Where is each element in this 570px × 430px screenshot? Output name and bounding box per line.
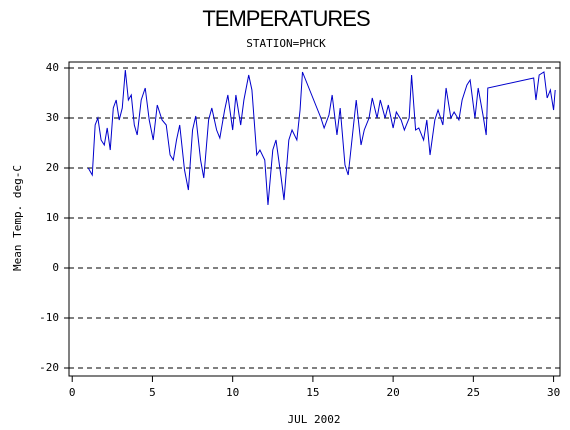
- x-tick-label: 10: [226, 386, 239, 399]
- y-tick-label: 0: [52, 261, 59, 274]
- x-axis-label: JUL 2002: [288, 413, 341, 426]
- y-tick-label: 40: [46, 61, 59, 74]
- chart-subtitle: STATION=PHCK: [246, 37, 326, 50]
- y-tick-label: 30: [46, 111, 59, 124]
- plot-frame: [68, 61, 561, 377]
- x-tick-label: 30: [547, 386, 560, 399]
- x-tick-label: 5: [149, 386, 156, 399]
- x-tick-label: 15: [306, 386, 319, 399]
- x-tick-label: 0: [69, 386, 76, 399]
- y-tick-label: -10: [39, 311, 59, 324]
- chart-title: TEMPERATURES: [202, 6, 370, 31]
- y-tick-label: 20: [46, 161, 59, 174]
- y-tick-label: -20: [39, 361, 59, 374]
- data-line: [87, 69, 556, 206]
- y-tick-label: 10: [46, 211, 59, 224]
- y-axis-label: Mean Temp. deg-C: [11, 165, 24, 271]
- x-tick-label: 20: [386, 386, 399, 399]
- x-tick-label: 25: [467, 386, 480, 399]
